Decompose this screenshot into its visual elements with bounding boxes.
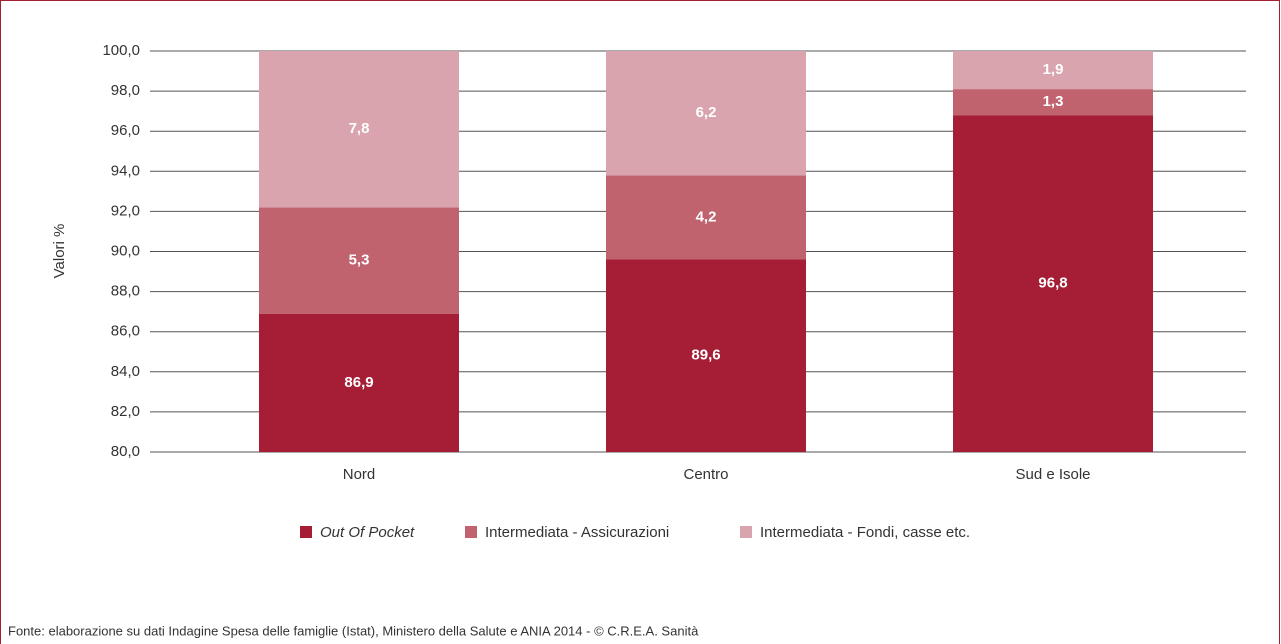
bar-segment: [259, 51, 459, 208]
legend-label: Out Of Pocket: [320, 524, 415, 541]
value-label: 86,9: [344, 374, 373, 391]
legend-swatch: [465, 526, 477, 538]
value-label: 96,8: [1038, 275, 1067, 292]
x-tick-label: Centro: [683, 466, 728, 483]
y-axis-label: Valori %: [51, 224, 68, 279]
y-tick-label: 96,0: [111, 122, 140, 139]
bar-segment: [259, 207, 459, 314]
bar-segment: [953, 89, 1153, 116]
value-label: 1,3: [1043, 93, 1064, 110]
legend-swatch: [300, 526, 312, 538]
x-tick-label: Nord: [343, 466, 376, 483]
bar-segment: [606, 259, 806, 452]
bar-segment: [606, 175, 806, 260]
value-label: 7,8: [349, 120, 370, 137]
bar-segment: [606, 51, 806, 176]
legend-label: Intermediata - Assicurazioni: [485, 524, 669, 541]
y-tick-label: 88,0: [111, 283, 140, 300]
value-label: 4,2: [696, 208, 717, 225]
y-tick-label: 86,0: [111, 323, 140, 340]
y-tick-label: 90,0: [111, 242, 140, 259]
y-tick-label: 84,0: [111, 363, 140, 380]
y-tick-label: 92,0: [111, 202, 140, 219]
y-tick-label: 82,0: [111, 403, 140, 420]
legend-label: Intermediata - Fondi, casse etc.: [760, 524, 970, 541]
y-tick-label: 94,0: [111, 162, 140, 179]
value-label: 89,6: [691, 347, 720, 364]
value-label: 1,9: [1043, 61, 1064, 78]
bar-segment: [953, 51, 1153, 90]
bar-segment: [259, 313, 459, 452]
x-tick-label: Sud e Isole: [1015, 466, 1090, 483]
y-tick-label: 100,0: [102, 42, 140, 59]
value-label: 5,3: [349, 251, 370, 268]
legend-swatch: [740, 526, 752, 538]
value-label: 6,2: [696, 104, 717, 121]
y-tick-label: 80,0: [111, 443, 140, 460]
bar-segment: [953, 115, 1153, 452]
source-note: Fonte: elaborazione su dati Indagine Spe…: [8, 623, 699, 638]
y-tick-label: 98,0: [111, 82, 140, 99]
